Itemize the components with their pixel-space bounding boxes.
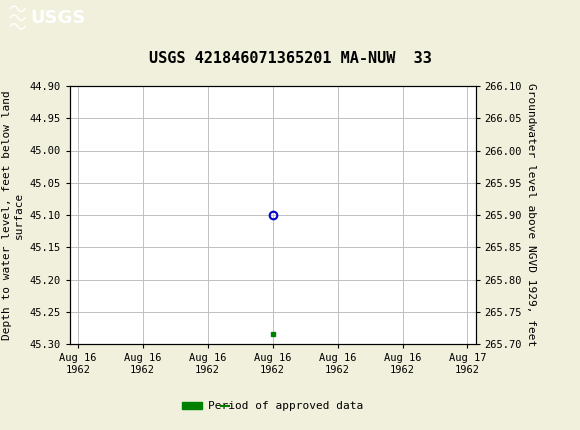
Legend: Period of approved data: Period of approved data xyxy=(177,397,368,416)
Text: —: — xyxy=(220,397,230,415)
Text: USGS 421846071365201 MA-NUW  33: USGS 421846071365201 MA-NUW 33 xyxy=(148,51,432,65)
Y-axis label: Groundwater level above NGVD 1929, feet: Groundwater level above NGVD 1929, feet xyxy=(526,83,536,347)
Y-axis label: Depth to water level, feet below land
surface: Depth to water level, feet below land su… xyxy=(2,90,24,340)
Text: USGS: USGS xyxy=(30,9,85,27)
